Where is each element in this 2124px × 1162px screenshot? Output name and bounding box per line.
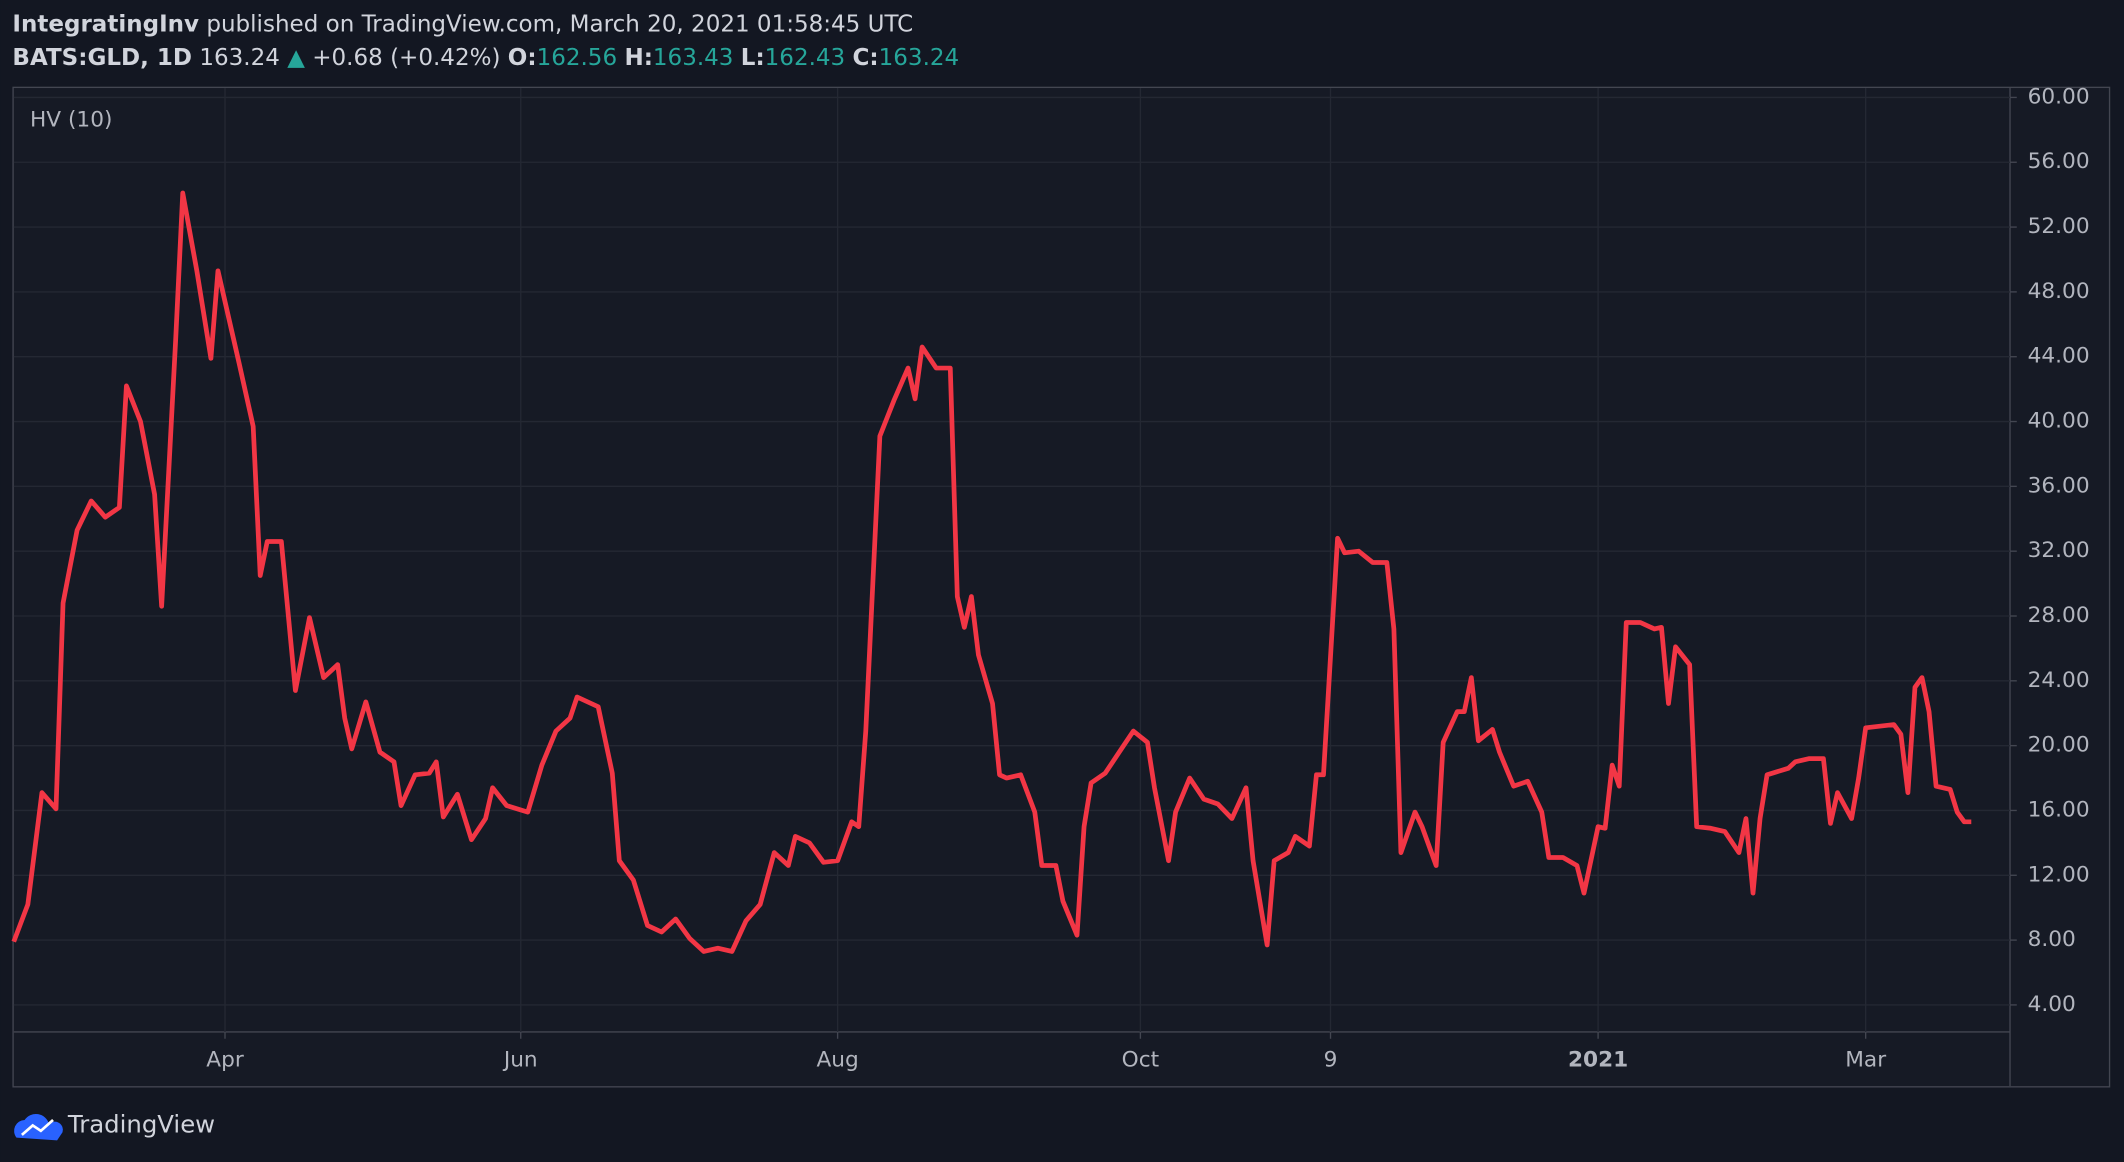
- low: 162.43: [765, 45, 846, 71]
- y-tick-label: 40.00: [2028, 409, 2090, 434]
- high-label: H:: [624, 45, 652, 71]
- y-tick-label: 20.00: [2028, 733, 2090, 758]
- publish-line: IntegratingInv published on TradingView.…: [12, 11, 913, 37]
- published: published on TradingView.com, March 20, …: [206, 11, 913, 37]
- y-tick-label: 44.00: [2028, 344, 2090, 369]
- tradingview-logo: [14, 1113, 63, 1141]
- symbol: BATS:GLD, 1D: [12, 45, 192, 71]
- arrow: ▲: [287, 45, 305, 71]
- x-tick-label: Apr: [206, 1047, 244, 1072]
- change: +0.68 (+0.42%): [312, 45, 500, 71]
- close: 163.24: [879, 45, 960, 71]
- footer-brand: TradingView: [67, 1109, 215, 1138]
- y-tick-label: 16.00: [2028, 797, 2090, 822]
- y-tick-label: 4.00: [2028, 992, 2076, 1017]
- x-tick-label: Mar: [1845, 1047, 1886, 1072]
- x-tick-label: 2021: [1568, 1047, 1628, 1072]
- x-tick-label: Jun: [502, 1047, 538, 1072]
- y-tick-label: 36.00: [2028, 473, 2090, 498]
- open-label: O:: [508, 45, 537, 71]
- logo-line: [20, 1119, 54, 1136]
- price: 163.24: [199, 45, 280, 71]
- y-tick-label: 8.00: [2028, 927, 2076, 952]
- chart-pane: [12, 86, 2111, 1088]
- indicator-label: HV (10): [30, 108, 112, 133]
- x-tick-label: Aug: [816, 1047, 858, 1072]
- y-tick-label: 28.00: [2028, 603, 2090, 628]
- y-tick-label: 48.00: [2028, 279, 2090, 304]
- y-tick-label: 12.00: [2028, 862, 2090, 887]
- y-tick-label: 56.00: [2028, 149, 2090, 174]
- y-tick-label: 52.00: [2028, 214, 2090, 239]
- plot: 4.00 8.00 12.00 16.00 20.00 24.00 28.00 32.00 36…: [11, 84, 2090, 1072]
- open: 162.56: [537, 45, 618, 71]
- x-tick-label: 9: [1324, 1047, 1338, 1072]
- close-label: C:: [853, 45, 879, 71]
- logo-cloud: [14, 1113, 63, 1141]
- high: 163.43: [653, 45, 734, 71]
- publisher: IntegratingInv: [12, 11, 199, 37]
- hv-line: [11, 190, 1972, 954]
- low-label: L:: [741, 45, 765, 71]
- symbol-line: BATS:GLD, 1D 163.24 ▲ +0.68 (+0.42%) O:1…: [12, 45, 959, 71]
- y-tick-label: 60.00: [2028, 84, 2090, 109]
- y-tick-label: 32.00: [2028, 538, 2090, 563]
- x-tick-label: Oct: [1122, 1047, 1159, 1072]
- y-tick-label: 24.00: [2028, 668, 2090, 693]
